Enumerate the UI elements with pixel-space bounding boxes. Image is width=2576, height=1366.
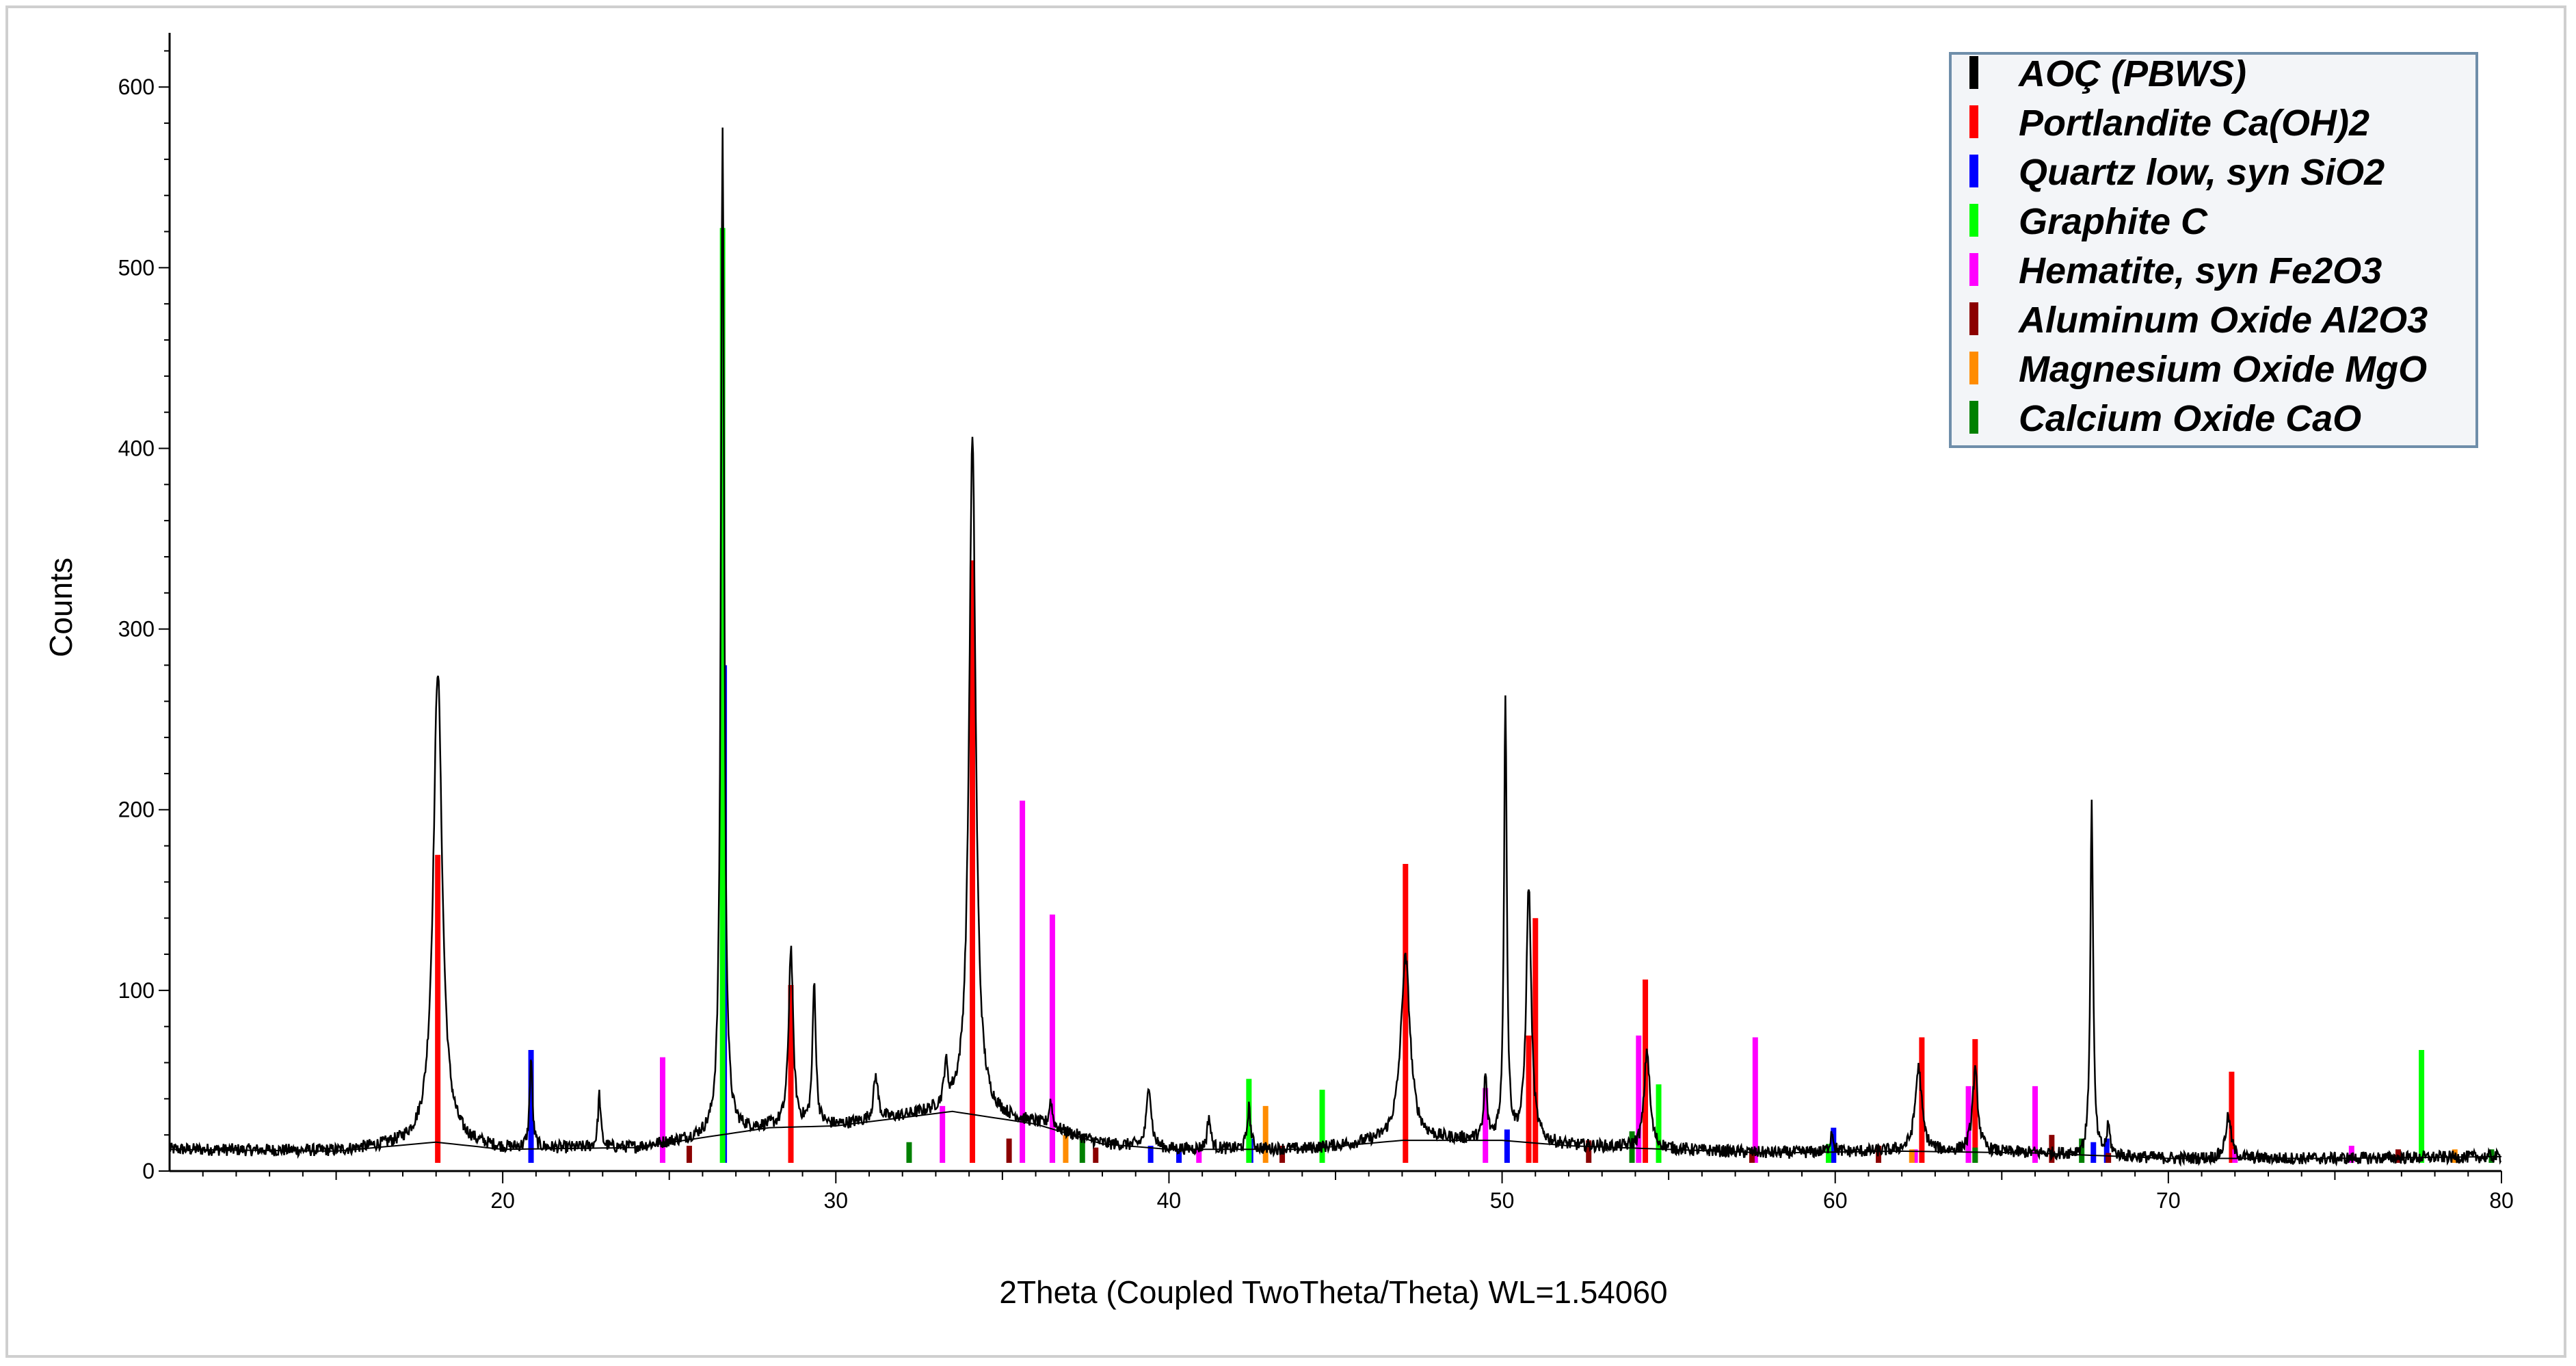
y-tick-label: 200 [118,798,155,822]
legend-label: Quartz low, syn SiO2 [2019,152,2385,193]
legend-box [1949,52,2478,448]
x-tick-label: 20 [490,1188,515,1213]
legend-label: AOÇ (PBWS) [2017,53,2246,94]
pattern-layer [168,127,2502,1167]
legend: AOÇ (PBWS) Portlandite Ca(OH)2 Quartz low,… [1949,52,2478,448]
legend-swatch [1969,253,1978,286]
y-tick-label: 500 [118,255,155,280]
x-tick-label: 40 [1157,1188,1182,1213]
x-tick-label: 60 [1823,1188,1848,1213]
x-tick-label: 70 [2156,1188,2181,1213]
y-axis-title: Counts [43,557,79,657]
y-tick-label: 0 [142,1159,155,1183]
x-tick-label: 50 [1490,1188,1515,1213]
legend-label: Portlandite Ca(OH)2 [2019,103,2369,144]
y-tick-label: 600 [118,75,155,99]
legend-label: Magnesium Oxide MgO [2019,349,2427,390]
legend-label: Calcium Oxide CaO [2019,398,2361,439]
background-curve [169,1110,2502,1159]
legend-swatch [1969,155,1978,187]
legend-label: Hematite, syn Fe2O3 [2019,250,2382,291]
axes: 0 100 200 300 400 500 600 20 30 40 50 60 70 80 [118,33,2514,1213]
legend-swatch [1969,105,1978,138]
x-tick-label: 30 [823,1188,848,1213]
legend-swatch [1969,401,1978,434]
reference-lines-layer [435,228,2495,1163]
y-tick-label: 100 [118,978,155,1003]
y-tick-label: 400 [118,436,155,460]
y-tick-label: 300 [118,617,155,642]
x-axis-title: 2Theta (Coupled TwoTheta/Theta) WL=1.540… [999,1274,1667,1310]
legend-swatch [1969,204,1978,237]
x-tick-label: 80 [2489,1188,2514,1213]
legend-label: Graphite C [2019,201,2208,242]
legend-swatch [1969,302,1978,335]
legend-label: Aluminum Oxide Al2O3 [2017,300,2428,341]
legend-swatch [1969,56,1978,89]
legend-swatch [1969,352,1978,384]
